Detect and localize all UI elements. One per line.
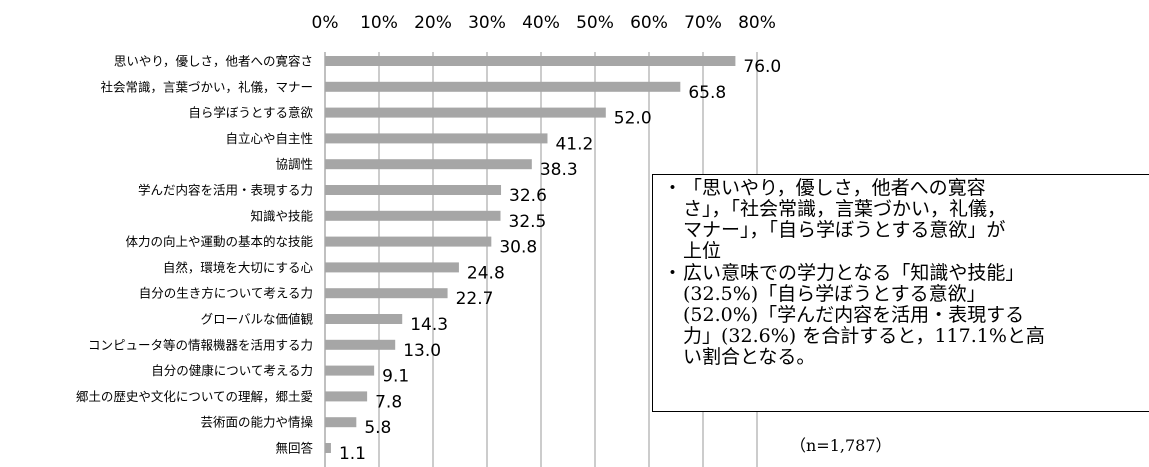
value-label: 7.8 [375, 392, 402, 412]
x-tick-label: 30% [468, 13, 506, 33]
bar [325, 391, 368, 402]
value-label: 38.3 [540, 160, 578, 180]
annotation-box: ・ 「思いやり，優しさ，他者への寛容 さ」，「社会常識，言葉づかい，礼儀， マナ… [652, 174, 1149, 412]
x-tick-label: 50% [576, 13, 614, 33]
note-bullet: ・ [663, 177, 683, 199]
bar [325, 159, 532, 170]
category-label: 知識や技能 [250, 208, 313, 223]
x-tick-label: 0% [312, 13, 339, 33]
note-line: い割合となる。 [683, 346, 816, 368]
note-line: 上位 [683, 240, 722, 262]
x-axis-ticks: 0% 10% 20% 30% 40% 50% 60% 70% 80% [312, 13, 776, 33]
value-label: 14.3 [410, 315, 448, 335]
category-label: 社会常識，言葉づかい，礼儀，マナー [100, 79, 313, 94]
category-label: 自分の健康について考える力 [151, 363, 313, 378]
bar [325, 365, 375, 376]
note-line: (52.0%)「学んだ内容を活用・表現する [683, 304, 1025, 326]
value-label: 9.1 [382, 367, 409, 387]
bar [325, 417, 357, 428]
value-label: 32.5 [509, 212, 547, 232]
note-line: 力」(32.6%) を合計すると，117.1%と高 [683, 325, 1045, 347]
bar [325, 56, 736, 66]
value-label: 41.2 [555, 134, 593, 154]
category-label: 体力の向上や運動の基本的な技能 [125, 234, 313, 249]
value-label: 1.1 [339, 444, 366, 464]
category-label: 自ら学ぼうとする意欲 [188, 105, 313, 120]
category-labels: 思いやり，優しさ，他者への寛容さ社会常識，言葉づかい，礼儀，マナー自ら学ぼうとす… [76, 54, 314, 456]
bar [325, 210, 501, 221]
category-label: 学んだ内容を活用・表現する力 [138, 183, 313, 198]
note-line: 広い意味での学力となる「知識や技能」 [683, 262, 1025, 284]
value-label: 22.7 [456, 289, 494, 309]
value-label: 5.8 [364, 418, 391, 438]
value-label: 76.0 [743, 57, 781, 77]
bar [325, 314, 403, 324]
category-label: 思いやり，優しさ，他者への寛容さ [114, 54, 313, 69]
bar [325, 443, 331, 453]
category-label: 自立心や自主性 [225, 131, 313, 146]
value-label: 52.0 [614, 109, 652, 129]
note-line: マナー」，「自ら学ぼうとする意欲」が [683, 219, 1006, 241]
category-label: コンピュータ等の情報機器を活用する力 [88, 337, 313, 352]
note-bullet: ・ [663, 262, 683, 284]
bar [325, 236, 492, 247]
bar [325, 107, 606, 118]
value-label: 24.8 [467, 263, 505, 283]
bar [325, 133, 548, 144]
value-label: 32.6 [509, 186, 547, 206]
category-label: 無回答 [275, 441, 313, 456]
category-label: 芸術面の能力や情操 [200, 415, 313, 430]
bar [325, 81, 681, 92]
value-label: 30.8 [499, 238, 537, 258]
sample-size-label: （n=1,787） [790, 436, 892, 455]
value-label: 65.8 [688, 83, 726, 103]
note-item: ・ 広い意味での学力となる「知識や技能」 (32.5%)「自ら学ぼうとする意欲」… [663, 262, 1145, 368]
x-tick-label: 70% [684, 13, 722, 33]
category-label: グローバルな価値観 [201, 312, 314, 327]
value-labels: 76.0 65.8 52.0 41.2 38.3 32.6 32.5 30.8 24.8 22.7… [339, 57, 781, 464]
bar [325, 288, 448, 299]
bar [325, 262, 459, 273]
bars [325, 56, 736, 453]
bar [325, 185, 502, 195]
category-label: 郷土の歴史や文化についての理解，郷土愛 [76, 389, 313, 404]
category-label: 協調性 [275, 157, 313, 172]
x-tick-label: 10% [360, 13, 398, 33]
value-label: 13.0 [403, 341, 441, 361]
x-tick-label: 20% [414, 13, 452, 33]
note-line: さ」，「社会常識，言葉づかい，礼儀， [683, 198, 1007, 220]
x-tick-label: 80% [738, 13, 776, 33]
note-line: (32.5%)「自ら学ぼうとする意欲」 [683, 283, 986, 305]
x-tick-label: 60% [630, 13, 668, 33]
note-line: 「思いやり，優しさ，他者への寛容 [683, 177, 986, 199]
category-label: 自分の生き方について考える力 [139, 286, 313, 301]
note-item: ・ 「思いやり，優しさ，他者への寛容 さ」，「社会常識，言葉づかい，礼儀， マナ… [663, 177, 1145, 262]
bar [325, 339, 396, 350]
x-tick-label: 40% [522, 13, 560, 33]
category-label: 自然，環境を大切にする心 [163, 260, 314, 275]
